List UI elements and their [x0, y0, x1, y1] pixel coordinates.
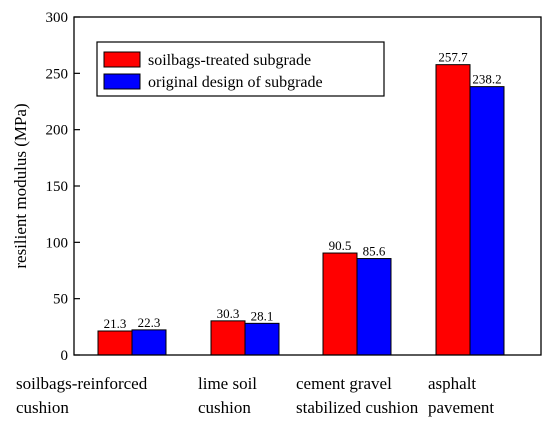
x-category-label: lime soil	[198, 374, 257, 393]
data-label: 90.5	[329, 238, 352, 253]
data-label: 85.6	[363, 244, 386, 259]
y-tick-label: 300	[46, 10, 69, 26]
bar-soilbags-treated	[435, 64, 471, 356]
legend-label-soilbags-treated: soilbags-treated subgrade	[148, 52, 311, 69]
y-tick-label: 150	[46, 179, 69, 195]
y-tick-label: 250	[46, 66, 69, 82]
x-category-label: soilbags-reinforced	[16, 374, 148, 393]
legend: soilbags-treated subgrade original desig…	[96, 41, 385, 97]
y-axis-ticks: 0 50 100 150 200 250 300	[46, 10, 80, 364]
data-labels: 21.3 22.3 30.3 28.1 90.5 85.6 257.7 238.2	[104, 50, 502, 331]
legend-label-original-design: original design of subgrade	[148, 74, 323, 91]
data-label: 28.1	[251, 308, 274, 323]
bar-original-design	[469, 86, 505, 356]
y-tick-label: 100	[46, 235, 69, 251]
x-category-label: pavement	[428, 398, 494, 417]
data-label: 22.3	[138, 315, 161, 330]
x-category-label: cement gravel	[296, 374, 392, 393]
legend-swatch-soilbags-treated	[103, 51, 141, 68]
x-category-label: asphalt	[428, 374, 476, 393]
data-label: 238.2	[472, 72, 501, 87]
data-label: 30.3	[217, 306, 240, 321]
y-tick-label: 50	[53, 292, 68, 308]
x-category-label: stabilized cushion	[296, 398, 419, 417]
y-axis-title: resilient modulus (MPa)	[11, 103, 30, 268]
bar-original-design	[131, 329, 167, 356]
bar-soilbags-treated	[322, 252, 358, 356]
bar-soilbags-treated	[97, 330, 133, 356]
plot-area-frame	[73, 16, 542, 356]
y-tick-label: 200	[46, 123, 69, 139]
x-category-label: cushion	[16, 398, 69, 417]
bar-original-design	[356, 258, 392, 356]
legend-box	[96, 41, 385, 97]
x-axis-category-labels: soilbags-reinforced cushion lime soil cushi…	[16, 374, 494, 417]
data-label: 257.7	[438, 50, 468, 65]
x-category-label: cushion	[198, 398, 251, 417]
bar-soilbags-treated	[210, 320, 246, 356]
data-label: 21.3	[104, 316, 127, 331]
legend-swatch-original-design	[103, 73, 141, 90]
bars	[97, 64, 505, 356]
bar-original-design	[244, 322, 280, 356]
y-tick-label: 0	[61, 348, 69, 364]
